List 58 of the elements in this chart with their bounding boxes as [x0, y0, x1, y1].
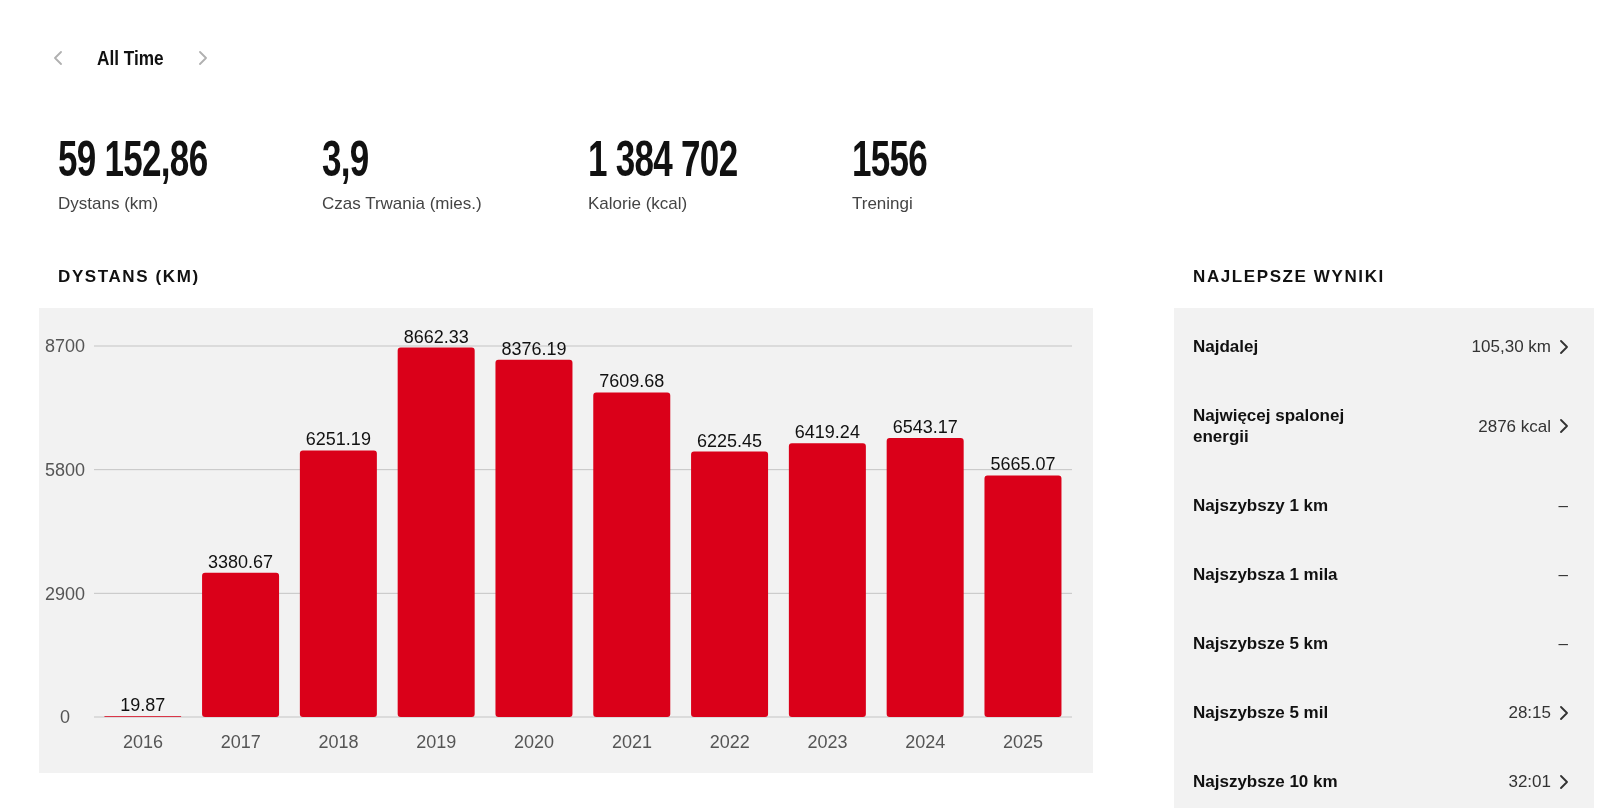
- bar: [886, 437, 964, 717]
- data-label: 6251.19: [305, 429, 371, 450]
- data-label: 5665.07: [990, 454, 1056, 475]
- text: All Time: [97, 46, 164, 69]
- text: –: [1558, 634, 1568, 653]
- category-label: Najszybsza 1 mila: [1193, 565, 1338, 584]
- text: –: [1558, 496, 1568, 515]
- data-label: 7609.68: [599, 371, 665, 392]
- data-label: 8376.19: [501, 338, 567, 359]
- category-label: Najdalej: [1193, 337, 1259, 356]
- bar: [397, 347, 475, 717]
- bar: [788, 443, 866, 717]
- category-label: Najszybsze 10 km: [1193, 772, 1338, 791]
- x-tick-label: 2022: [709, 731, 750, 752]
- x-tick-label: 2017: [220, 731, 261, 752]
- text: 1556: [852, 131, 928, 187]
- bar: [299, 450, 377, 717]
- x-tick-label: 2024: [905, 731, 946, 752]
- x-tick-label: 2016: [122, 731, 163, 752]
- x-tick-label: 2025: [1003, 731, 1044, 752]
- y-tick-label: 8700: [44, 336, 86, 357]
- data-label: 8662.33: [403, 326, 469, 347]
- x-tick-label: 2020: [514, 731, 555, 752]
- x-tick-label: 2021: [611, 731, 652, 752]
- category-label: Najszybsze 5 km: [1193, 634, 1329, 653]
- y-tick-label: 0: [59, 707, 71, 728]
- x-tick-label: 2019: [416, 731, 457, 752]
- data-label: 3380.67: [208, 551, 274, 572]
- chart-title: DYSTANS (KM): [58, 267, 200, 286]
- category-label: Najszybszy 1 km: [1193, 496, 1329, 515]
- text: 105,30 km: [1471, 337, 1551, 356]
- bar: [202, 572, 280, 717]
- category-label: Dystans (km): [58, 194, 159, 213]
- y-tick-label: 5800: [44, 459, 86, 480]
- text: 1 384 702: [588, 131, 738, 187]
- data-label: 6225.45: [697, 430, 763, 451]
- x-tick-label: 2023: [807, 731, 848, 752]
- bar: [984, 475, 1062, 717]
- category-label: Treningi: [852, 194, 913, 213]
- text: 59 152,86: [58, 131, 208, 187]
- category-label: Czas Trwania (mies.): [322, 194, 482, 213]
- bar: [691, 451, 769, 717]
- text: –: [1558, 565, 1568, 584]
- category-label: Najszybsze 5 mil: [1193, 703, 1329, 722]
- text: 32:01: [1508, 772, 1551, 791]
- bar: [593, 392, 671, 717]
- data-label: 6419.24: [794, 422, 860, 443]
- category-label: Najwięcej spalonej energii: [1193, 406, 1345, 446]
- text: 28:15: [1508, 703, 1551, 722]
- x-tick-label: 2018: [318, 731, 359, 752]
- text: NAJLEPSZE WYNIKI: [1193, 267, 1385, 286]
- bar: [495, 359, 573, 717]
- text: 3,9: [322, 131, 369, 187]
- category-label: Kalorie (kcal): [588, 194, 688, 213]
- data-label: 19.87: [120, 695, 166, 716]
- data-label: 6543.17: [892, 416, 958, 437]
- text: 2876 kcal: [1478, 416, 1551, 436]
- y-tick-label: 2900: [44, 583, 86, 604]
